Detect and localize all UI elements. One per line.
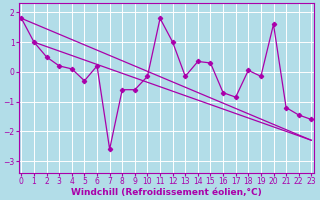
X-axis label: Windchill (Refroidissement éolien,°C): Windchill (Refroidissement éolien,°C): [71, 188, 262, 197]
